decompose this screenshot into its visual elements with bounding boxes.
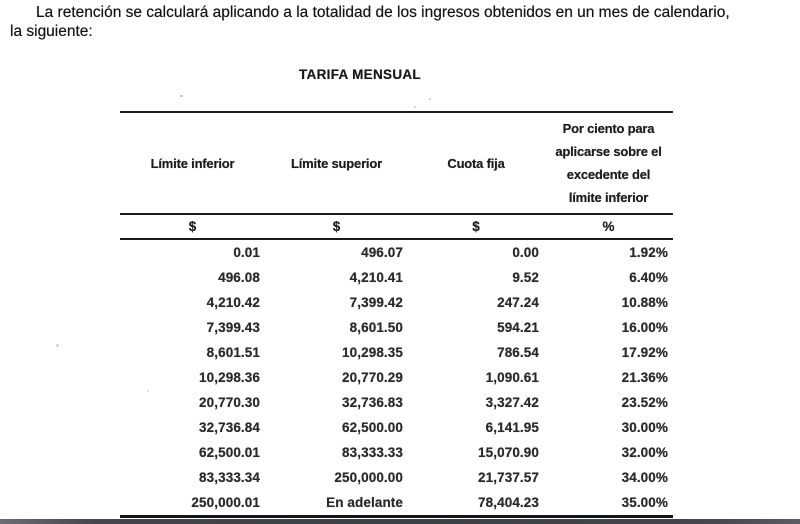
table-cell: 6,141.95 [485, 420, 539, 435]
table-cell: 8,601.51 [206, 345, 260, 360]
table-cell: 20,770.29 [342, 370, 403, 385]
table-row: 0.01 496.07 0.00 1.92% [120, 239, 673, 265]
table-cell: 17.92% [621, 345, 668, 360]
table-cell: 1.92% [629, 245, 668, 260]
table-cell: 0.00 [512, 245, 539, 260]
table-cell: 4,210.41 [349, 270, 403, 285]
table-cell: 6.40% [629, 270, 668, 285]
table-cell: 35.00% [544, 490, 673, 518]
table-cell: 34.00% [621, 470, 668, 485]
table-row: 250,000.01 En adelante 78,404.23 35.00% [120, 490, 673, 518]
table-cell: 21,737.57 [478, 470, 539, 485]
table-cell: 496.07 [361, 245, 403, 260]
intro-paragraph: La retención se calculará aplicando a la… [10, 4, 730, 40]
table-cell: 496.08 [218, 270, 260, 285]
table-cell: 32.00% [621, 445, 668, 460]
table-cell: 78,404.23 [408, 490, 544, 518]
table-cell: 7,399.42 [349, 295, 403, 310]
table-cell: 83,333.33 [342, 445, 403, 460]
col-header-por-ciento: Por ciento para aplicarse sobre el exced… [544, 111, 673, 215]
table-cell: 9.52 [512, 270, 539, 285]
table-row: 4,210.42 7,399.42 247.24 10.88% [120, 290, 673, 315]
table-row: 8,601.51 10,298.35 786.54 17.92% [120, 340, 673, 365]
col-header-limite-inferior: Límite inferior [120, 111, 265, 215]
col-header-limite-superior: Límite superior [265, 111, 408, 215]
scan-speck [56, 344, 59, 347]
table-cell: 0.01 [233, 245, 260, 260]
table-row: 20,770.30 32,736.83 3,327.42 23.52% [120, 390, 673, 415]
table-cell: 4,210.42 [206, 295, 260, 310]
table-cell: 1,090.61 [485, 370, 539, 385]
table-row: 32,736.84 62,500.00 6,141.95 30.00% [120, 415, 673, 440]
table-row: 10,298.36 20,770.29 1,090.61 21.36% [120, 365, 673, 390]
table-cell: 62,500.01 [199, 445, 260, 460]
table-body: 0.01 496.07 0.00 1.92% 496.08 4,210.41 9.52 6.4… [120, 239, 673, 518]
table-row: 62,500.01 83,333.33 15,070.90 32.00% [120, 440, 673, 465]
table-cell: 23.52% [621, 395, 668, 410]
table-cell: 30.00% [621, 420, 668, 435]
table-cell: 247.24 [497, 295, 539, 310]
tarifa-mensual-table: Límite inferior Límite superior Cuota fi… [120, 111, 673, 518]
table-cell: 20,770.30 [199, 395, 260, 410]
table-row: 496.08 4,210.41 9.52 6.40% [120, 265, 673, 290]
table-cell: 62,500.00 [342, 420, 403, 435]
table-row: 7,399.43 8,601.50 594.21 16.00% [120, 315, 673, 340]
col-header-cuota-fija: Cuota fija [408, 111, 544, 215]
table-title: TARIFA MENSUAL [299, 67, 421, 82]
unit-pesos-3: $ [408, 214, 544, 240]
table-cell: 83,333.34 [199, 470, 260, 485]
table-cell: 32,736.83 [342, 395, 403, 410]
table-cell: 15,070.90 [478, 445, 539, 460]
table-cell: 10,298.35 [342, 345, 403, 360]
table-cell: 21.36% [621, 370, 668, 385]
scan-speck [414, 106, 416, 108]
table-cell: 786.54 [497, 345, 539, 360]
table-cell: 3,327.42 [485, 395, 539, 410]
table-cell: 32,736.84 [199, 420, 260, 435]
scan-speck [147, 390, 149, 392]
table-cell: 7,399.43 [206, 320, 260, 335]
unit-percent: % [544, 214, 673, 240]
table-cell: 10.88% [621, 295, 668, 310]
scan-speck [180, 95, 183, 97]
page-bottom-bar [0, 519, 800, 524]
table-cell: En adelante [265, 490, 408, 518]
table-cell: 594.21 [497, 320, 539, 335]
scan-speck [429, 98, 431, 100]
units-row: $ $ $ % [120, 214, 673, 240]
table-cell: 250,000.01 [120, 490, 265, 518]
table-cell: 10,298.36 [199, 370, 260, 385]
unit-pesos-2: $ [265, 214, 408, 240]
table-cell: 8,601.50 [349, 320, 403, 335]
table-cell: 16.00% [621, 320, 668, 335]
header-row: Límite inferior Límite superior Cuota fi… [120, 111, 673, 215]
table-row: 83,333.34 250,000.00 21,737.57 34.00% [120, 465, 673, 490]
unit-pesos-1: $ [120, 214, 265, 240]
table-cell: 250,000.00 [334, 470, 403, 485]
